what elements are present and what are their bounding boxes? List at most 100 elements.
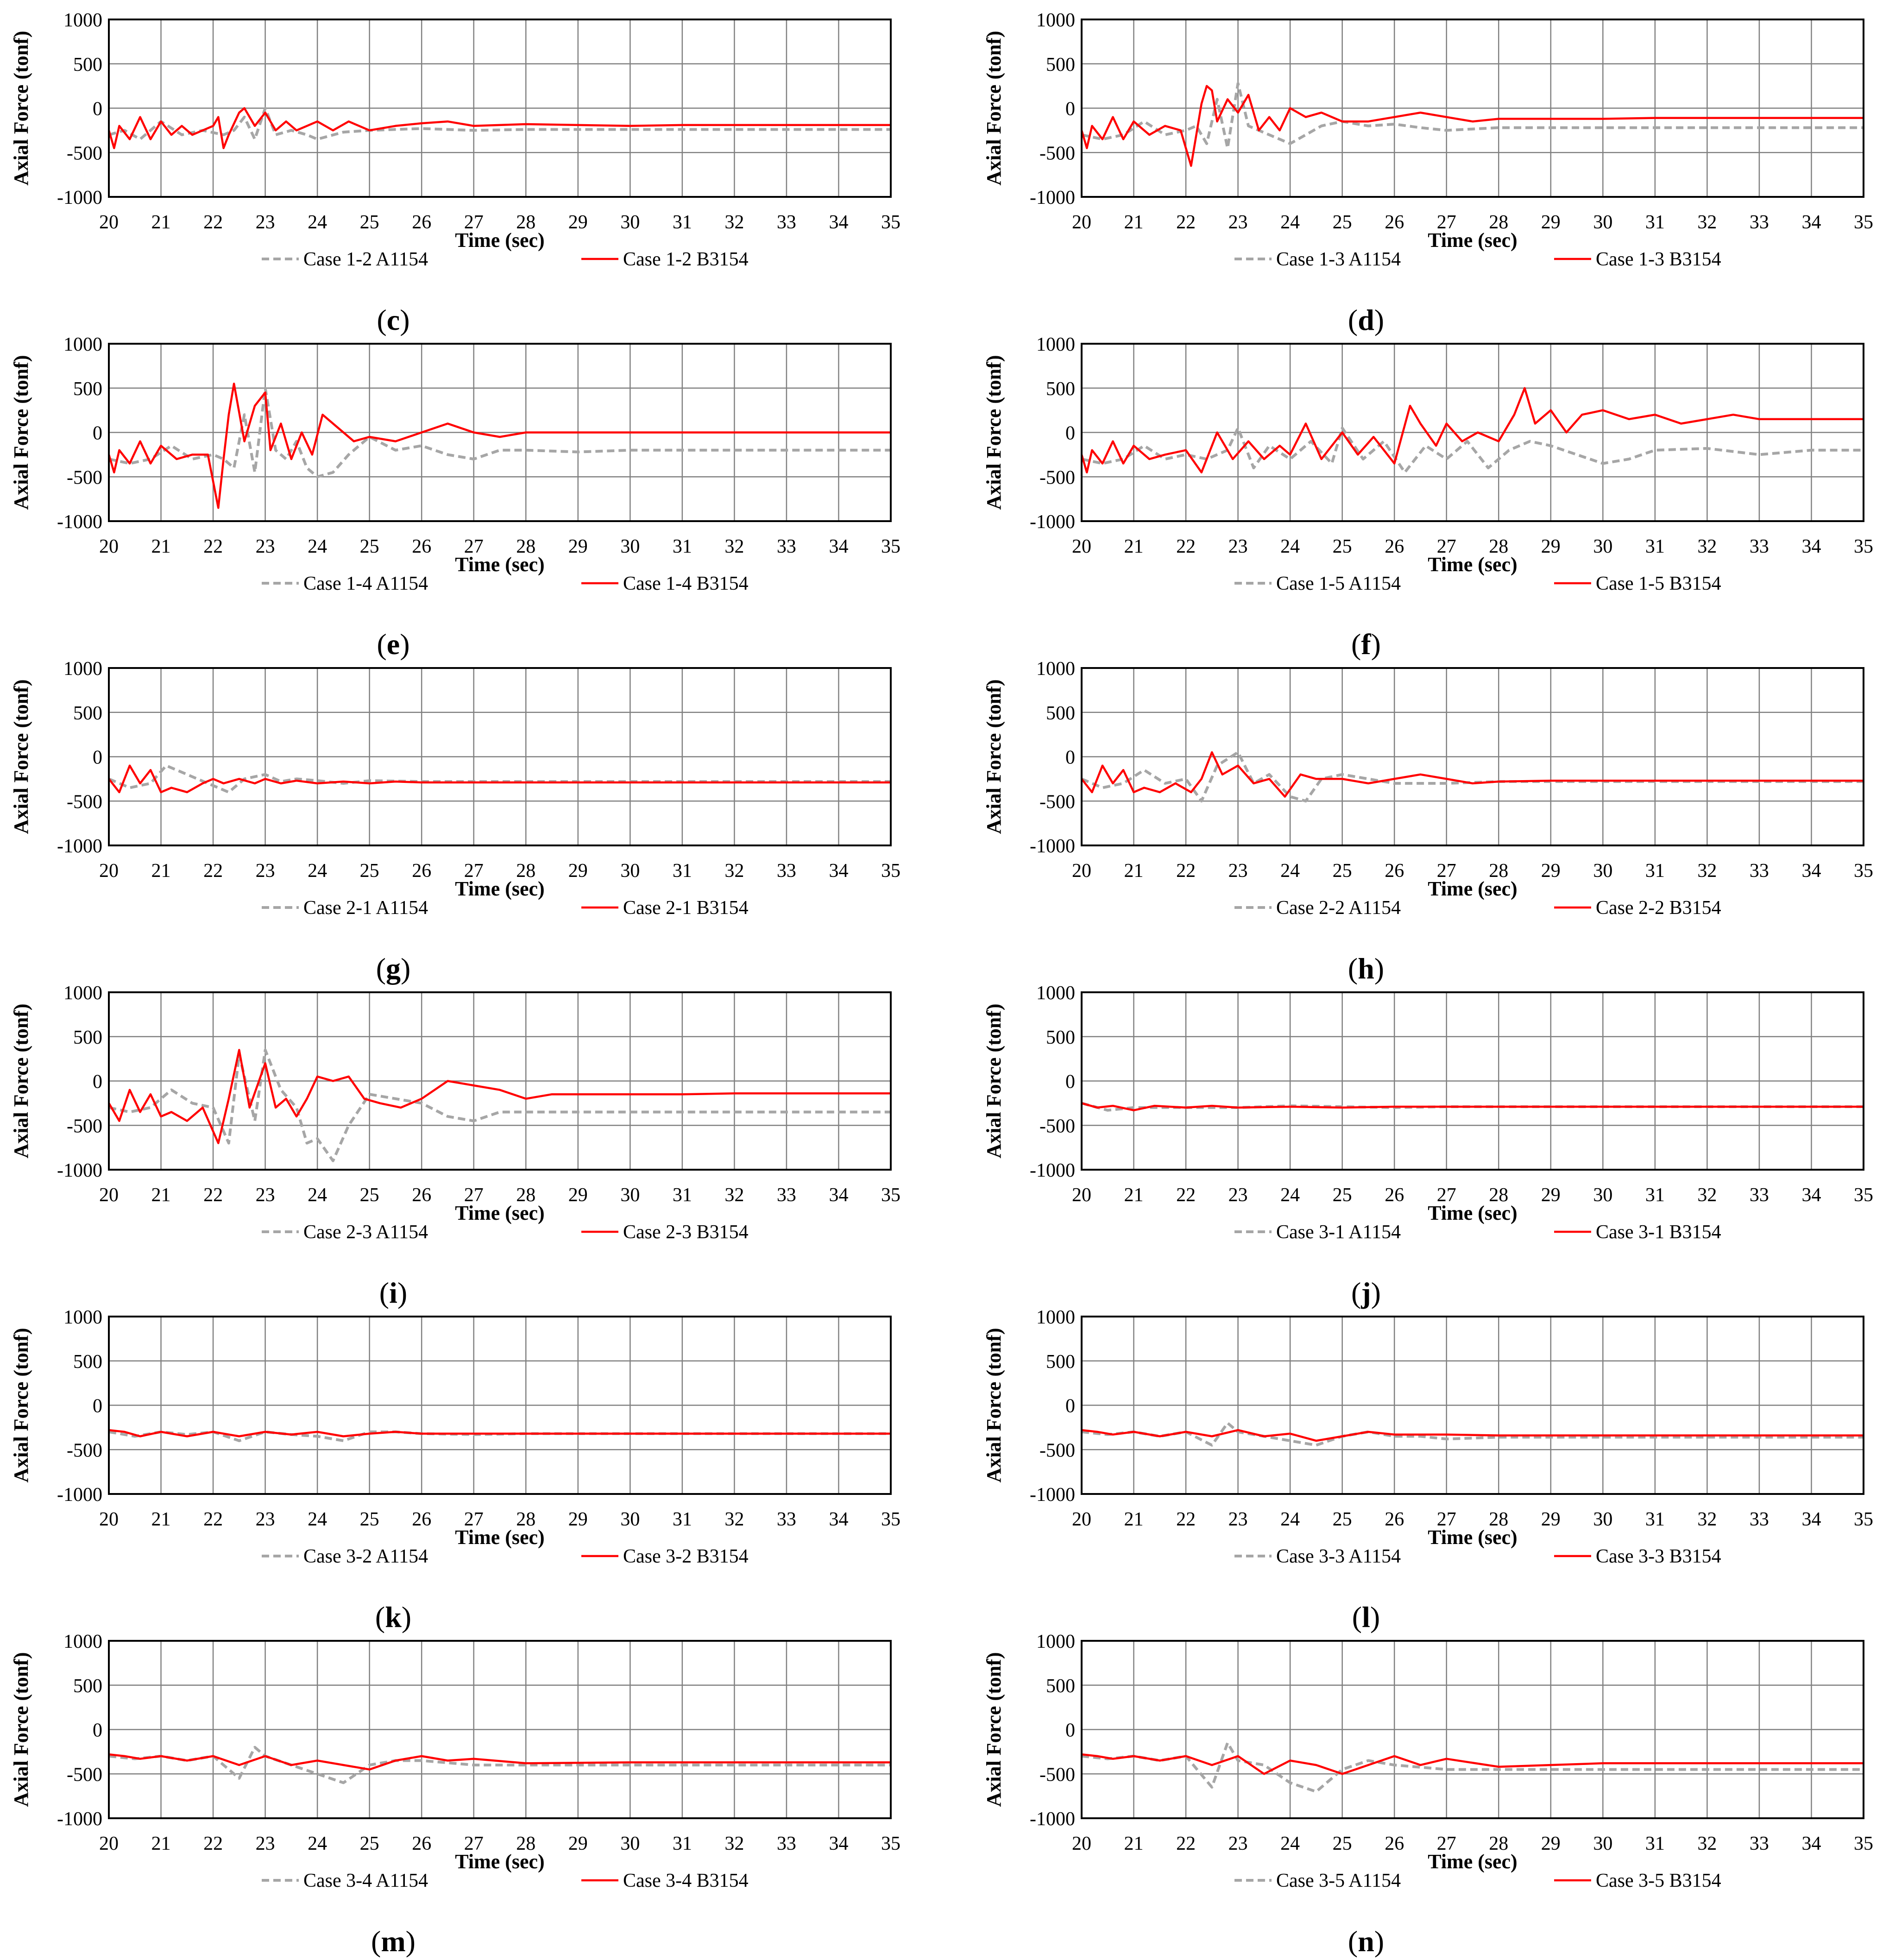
y-tick-label: 0: [1065, 99, 1075, 120]
legend-label-a1154: Case 1-2 A1154: [303, 249, 428, 270]
legend-label-a1154: Case 2-1 A1154: [303, 897, 428, 919]
y-tick-label: -500: [67, 467, 102, 488]
y-axis-label: Axial Force (tonf): [10, 1328, 32, 1483]
x-tick-label: 28: [1489, 536, 1508, 557]
x-tick-label: 26: [412, 1185, 431, 1206]
x-tick-label: 31: [673, 536, 692, 557]
chart-panel-i: 1000 500 0 -500 -1000 20 21 22 23 24 25 26 27 28 29 30 3…: [10, 983, 900, 1309]
x-tick-label: 28: [1489, 860, 1508, 882]
x-tick-label: 22: [1176, 536, 1196, 557]
plot-frame: [1081, 1316, 1864, 1495]
x-tick-label: 30: [1593, 212, 1612, 233]
caption-letter: i: [389, 1276, 397, 1309]
x-tick-label: 24: [1280, 860, 1300, 882]
caption-paren-open: (: [377, 303, 386, 336]
x-tick-label: 20: [99, 1185, 119, 1206]
x-tick-label: 21: [1124, 536, 1144, 557]
y-tick-label: 1000: [63, 1307, 102, 1328]
caption-paren-close: ): [401, 952, 410, 985]
y-tick-label: -1000: [1030, 1809, 1075, 1830]
series-line-a1154: [1081, 426, 1864, 474]
x-tick-label: 33: [1750, 536, 1769, 557]
x-tick-label: 27: [1437, 1509, 1456, 1530]
x-tick-label: 23: [1228, 1509, 1248, 1530]
legend-label-a1154: Case 1-5 A1154: [1276, 573, 1401, 594]
x-tick-label: 23: [256, 1509, 275, 1530]
legend-label-b3154: Case 2-3 B3154: [623, 1222, 749, 1243]
legend-label-b3154: Case 2-2 B3154: [1596, 897, 1721, 919]
y-tick-label: 0: [1065, 1071, 1075, 1093]
x-tick-label: 26: [1385, 860, 1404, 882]
x-tick-label: 21: [151, 212, 171, 233]
x-tick-label: 30: [1593, 1833, 1612, 1854]
y-tick-label: -1000: [1030, 836, 1075, 857]
series-line-b3154: [108, 764, 891, 794]
x-tick-label: 33: [1750, 1185, 1769, 1206]
chart-panel-d: 1000 500 0 -500 -1000 20 21 22 23 24 25 26 27 28 29 30 3…: [982, 10, 1873, 336]
chart-panel-f: 1000 500 0 -500 -1000 20 21 22 23 24 25 26 27 28 29 30 3…: [982, 334, 1873, 661]
y-tick-label: -1000: [1030, 511, 1075, 533]
x-tick-label: 25: [1333, 1185, 1352, 1206]
plot-frame: [1081, 1640, 1864, 1819]
legend-label-a1154: Case 3-1 A1154: [1276, 1222, 1401, 1243]
y-tick-label: 1000: [1036, 658, 1075, 680]
x-tick-label: 35: [1854, 536, 1873, 557]
y-tick-label: 1000: [63, 1631, 102, 1652]
x-tick-label: 26: [1385, 212, 1404, 233]
x-tick-label: 26: [412, 212, 431, 233]
x-tick-label: 35: [881, 1509, 900, 1530]
x-axis-label: Time (sec): [1428, 1202, 1517, 1224]
series-line-a1154: [108, 764, 891, 794]
caption-paren-open: (: [1348, 303, 1358, 336]
plot-frame: [1081, 667, 1864, 846]
x-tick-label: 29: [568, 1185, 588, 1206]
panel-caption: (k): [375, 1601, 411, 1633]
x-tick-label: 34: [1801, 1185, 1821, 1206]
x-tick-label: 32: [724, 536, 744, 557]
panel-caption: (c): [377, 303, 409, 336]
x-tick-label: 31: [1645, 860, 1665, 882]
y-tick-label: 0: [1065, 423, 1075, 444]
panel-caption: (i): [379, 1276, 407, 1309]
y-tick-label: 1000: [1036, 1631, 1075, 1652]
x-tick-label: 23: [1228, 536, 1248, 557]
x-tick-label: 31: [673, 212, 692, 233]
series-line-a1154: [108, 1746, 891, 1784]
series-line-a1154: [108, 1048, 891, 1162]
x-tick-label: 28: [1489, 1833, 1508, 1854]
x-tick-label: 23: [1228, 212, 1248, 233]
x-tick-label: 31: [673, 1509, 692, 1530]
x-tick-label: 29: [1541, 860, 1561, 882]
x-tick-label: 33: [1750, 212, 1769, 233]
x-tick-label: 27: [1437, 860, 1456, 882]
series-line-b3154: [1081, 1429, 1864, 1442]
x-tick-label: 20: [1072, 1509, 1091, 1530]
x-tick-label: 25: [360, 1509, 379, 1530]
y-tick-label: 1000: [1036, 10, 1075, 31]
y-axis-label: Axial Force (tonf): [982, 1004, 1005, 1159]
x-axis-label: Time (sec): [455, 1202, 544, 1224]
series-line-b3154: [107, 382, 891, 509]
x-tick-label: 20: [1072, 860, 1091, 882]
x-tick-label: 24: [308, 1185, 327, 1206]
x-tick-label: 25: [1333, 212, 1352, 233]
x-tick-label: 21: [151, 1185, 171, 1206]
x-tick-label: 28: [1489, 212, 1508, 233]
series-line-a1154: [1081, 82, 1864, 150]
x-tick-label: 26: [412, 1509, 431, 1530]
y-tick-label: 500: [1046, 1351, 1075, 1373]
caption-paren-close: ): [1371, 628, 1381, 661]
y-tick-label: -500: [1039, 467, 1075, 488]
x-tick-label: 35: [881, 1833, 900, 1854]
series-line-b3154: [1081, 1102, 1864, 1111]
x-tick-label: 30: [620, 1833, 640, 1854]
plot-frame: [108, 19, 892, 198]
caption-paren-open: (: [1352, 1601, 1362, 1633]
caption-letter: l: [1362, 1601, 1370, 1633]
panel-caption: (h): [1348, 952, 1384, 985]
x-tick-label: 35: [1854, 212, 1873, 233]
series-line-a1154: [108, 107, 891, 141]
y-tick-label: 500: [1046, 1027, 1075, 1048]
x-tick-label: 33: [1750, 1509, 1769, 1530]
legend-label-b3154: Case 3-2 B3154: [623, 1546, 749, 1567]
